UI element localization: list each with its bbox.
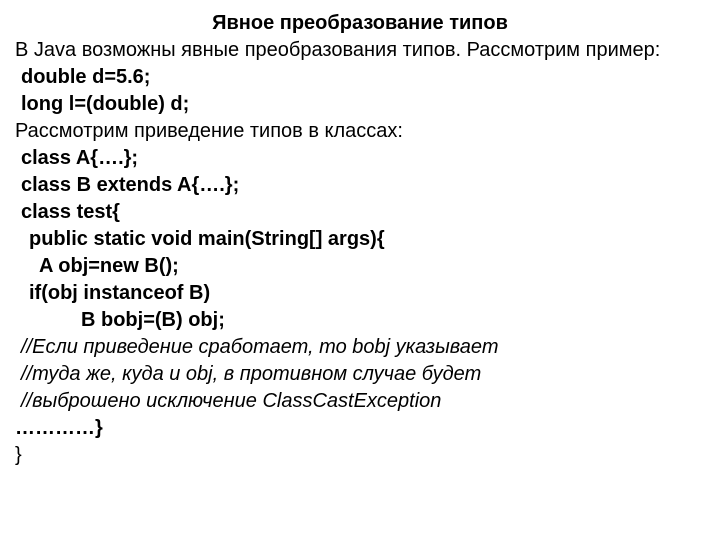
code-line: public static void main(String[] args){ xyxy=(15,226,705,253)
code-line: long l=(double) d; xyxy=(15,91,705,118)
text-line: Рассмотрим приведение типов в классах: xyxy=(15,118,705,145)
code-line: B bobj=(B) obj; xyxy=(15,307,705,334)
code-line: class A{….}; xyxy=(15,145,705,172)
code-line: class test{ xyxy=(15,199,705,226)
text-line: В Java возможны явные преобразования тип… xyxy=(15,37,705,64)
code-line: A obj=new B(); xyxy=(15,253,705,280)
slide-title: Явное преобразование типов xyxy=(15,10,705,37)
comment-line: //выброшено исключение ClassCastExceptio… xyxy=(15,388,705,415)
code-line: double d=5.6; xyxy=(15,64,705,91)
code-line: class B extends A{….}; xyxy=(15,172,705,199)
comment-line: //туда же, куда и obj, в противном случа… xyxy=(15,361,705,388)
code-line: } xyxy=(15,442,705,469)
code-line: …………} xyxy=(15,415,705,442)
comment-line: //Если приведение сработает, то bobj ука… xyxy=(15,334,705,361)
code-line: if(obj instanceof B) xyxy=(15,280,705,307)
